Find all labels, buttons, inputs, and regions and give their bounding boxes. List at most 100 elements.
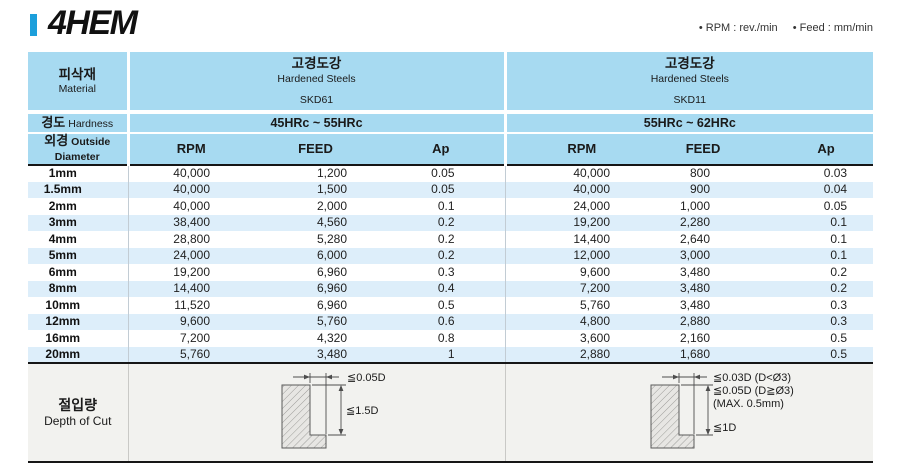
workpiece-step-shape xyxy=(650,384,695,449)
g2-rpm-cell: 4,800 xyxy=(505,313,628,331)
depth-of-cut-diagram-skd11: ≦0.03D (D<Ø3) ≦0.05D (D≧Ø3) (MAX. 0.5mm)… xyxy=(650,372,794,449)
g2-ap-cell: 0.3 xyxy=(749,313,874,331)
depth-of-cut-diagram-skd61: ≦0.05D ≦1.5D xyxy=(281,372,385,449)
g1-ap-header: Ap xyxy=(378,133,507,167)
g2-feed-cell: 2,160 xyxy=(680,330,711,345)
g1-feed-cell: 4,560 xyxy=(253,214,378,232)
g1-rpm-cell: 40,000 xyxy=(128,181,253,199)
g1-feed-cell: 6,960 xyxy=(316,264,347,279)
material-label-ko: 피삭재 xyxy=(58,66,96,82)
size-cell: 20mm xyxy=(28,346,129,364)
g2-ap-cell: 0.05 xyxy=(823,198,848,213)
table-row: 5mm 24,000 6,000 0.2 12,000 3,000 0.1 xyxy=(28,247,874,265)
g1-rpm-header: RPM xyxy=(128,133,253,167)
hardness-label-en: Hardness xyxy=(68,118,114,130)
g2-rpm-cell: 12,000 xyxy=(505,247,628,265)
material-label-en: Material xyxy=(58,83,96,96)
group1-steel-grade: SKD61 xyxy=(299,93,334,106)
table-row: 4mm 28,800 5,280 0.2 14,400 2,640 0.1 xyxy=(28,231,873,248)
size-cell: 10mm xyxy=(28,297,129,314)
g2-ap-cell: 0.2 xyxy=(830,264,848,279)
g1-feed-cell: 4,320 xyxy=(316,330,347,345)
g2-rpm-cell: 40,000 xyxy=(573,166,611,181)
g2-rpm-cell: 2,880 xyxy=(505,346,628,364)
g1-rpm-cell: 9,600 xyxy=(128,313,253,331)
g2-feed-cell: 1,680 xyxy=(627,346,750,364)
group2-steel-grade: SKD11 xyxy=(673,93,707,106)
g2-ap-cell: 0.04 xyxy=(749,181,874,199)
g2-ap-cell: 0.03 xyxy=(823,166,848,181)
table-row: 6mm 19,200 6,960 0.3 9,600 3,480 0.2 xyxy=(28,264,873,281)
group2-hardness-range: 55HRc ~ 62HRc xyxy=(505,112,874,135)
table-row: 2mm 40,000 2,000 0.1 24,000 1,000 0.05 xyxy=(28,198,873,215)
g2-feed-cell: 3,000 xyxy=(627,247,750,265)
g2-rpm-cell: 40,000 xyxy=(505,181,628,199)
g1-rpm-cell: 40,000 xyxy=(173,198,210,213)
g2-feed-header: FEED xyxy=(627,133,750,167)
g1-ap-cell: 0.2 xyxy=(378,247,506,265)
size-cell: 1mm xyxy=(28,165,129,182)
material-row-header: 피삭재 Material xyxy=(28,52,130,114)
title-accent-bar-icon xyxy=(30,14,37,36)
group1-material-en: Hardened Steels xyxy=(277,72,356,85)
g1-feed-header: FEED xyxy=(253,133,378,167)
size-cell: 8mm xyxy=(28,280,129,298)
g2-rpm-cell: 7,200 xyxy=(505,280,628,298)
radial-width-limit-small-label: ≦0.03D (D<Ø3) xyxy=(713,372,791,384)
depth-of-cut-row: 절입량 Depth of Cut xyxy=(28,362,874,464)
g2-rpm-cell: 9,600 xyxy=(580,264,611,279)
g1-rpm-cell: 14,400 xyxy=(128,280,253,298)
g1-rpm-cell: 11,520 xyxy=(174,297,210,312)
g1-feed-cell: 5,760 xyxy=(253,313,378,331)
column-header-row: 외경 Outside Diameter RPM FEED Ap RPM FEED … xyxy=(28,133,874,167)
size-cell: 5mm xyxy=(28,247,129,265)
g1-ap-cell: 0.4 xyxy=(378,280,506,298)
table-row: 1mm 40,000 1,200 0.05 40,000 800 0.03 xyxy=(28,165,873,182)
g1-ap-cell: 0.8 xyxy=(378,330,506,347)
size-cell: 2mm xyxy=(28,198,129,215)
depth-label-en: Depth of Cut xyxy=(44,413,112,428)
size-cell: 6mm xyxy=(28,264,129,281)
material-group-skd61: 고경도강 Hardened Steels SKD61 xyxy=(128,52,507,114)
g2-rpm-cell: 24,000 xyxy=(573,198,611,213)
size-cell: 12mm xyxy=(28,313,129,331)
g2-feed-cell: 3,480 xyxy=(680,297,711,312)
diameter-row-header: 외경 Outside Diameter xyxy=(28,133,130,167)
g2-feed-cell: 2,640 xyxy=(680,231,711,246)
axial-depth-limit-label: ≦1.5D xyxy=(346,405,379,417)
g1-ap-cell: 0.3 xyxy=(378,264,506,281)
g2-ap-cell: 0.1 xyxy=(749,214,874,232)
g1-feed-cell: 1,200 xyxy=(316,166,347,181)
radial-width-limit-large-label: ≦0.05D (D≧Ø3) xyxy=(713,385,794,397)
g1-feed-cell: 6,000 xyxy=(253,247,378,265)
g1-feed-cell: 6,960 xyxy=(253,280,378,298)
hardness-label-ko: 경도 xyxy=(41,115,66,130)
table-row: 12mm 9,600 5,760 0.6 4,800 2,880 0.3 xyxy=(28,313,874,331)
g2-feed-cell: 2,280 xyxy=(627,214,750,232)
size-cell: 4mm xyxy=(28,231,129,248)
depth-diagram-cell-skd11: ≦0.03D (D<Ø3) ≦0.05D (D≧Ø3) (MAX. 0.5mm)… xyxy=(505,362,874,464)
g2-rpm-cell: 5,760 xyxy=(580,297,611,312)
rpm-unit-note: • RPM : rev./min xyxy=(698,22,778,34)
table-row: 16mm 7,200 4,320 0.8 3,600 2,160 0.5 xyxy=(28,330,873,347)
feed-unit-note: • Feed : mm/min xyxy=(792,22,873,34)
size-cell: 16mm xyxy=(28,330,129,347)
g2-ap-cell: 0.3 xyxy=(830,297,848,312)
size-cell: 1.5mm xyxy=(28,181,129,199)
table-row: 20mm 5,760 3,480 1 2,880 1,680 0.5 xyxy=(28,346,874,364)
g1-feed-cell: 3,480 xyxy=(253,346,378,364)
g2-ap-cell: 0.1 xyxy=(830,231,848,246)
g1-rpm-cell: 19,200 xyxy=(173,264,210,279)
page-title: 4HEM xyxy=(48,4,138,42)
hardness-row-header: 경도 Hardness xyxy=(28,112,130,135)
g2-feed-cell: 800 xyxy=(690,166,711,181)
unit-notes: • RPM : rev./min • Feed : mm/min xyxy=(687,22,873,34)
g2-rpm-cell: 3,600 xyxy=(580,330,611,345)
table-row: 1.5mm 40,000 1,500 0.05 40,000 900 0.04 xyxy=(28,181,874,199)
diameter-label-ko: 외경 xyxy=(44,133,69,149)
g2-feed-cell: 3,480 xyxy=(680,264,711,279)
group2-material-ko: 고경도강 xyxy=(664,56,715,72)
axial-depth-limit-label: ≦1D xyxy=(713,422,736,434)
g1-rpm-cell: 7,200 xyxy=(179,330,210,345)
g2-feed-cell: 2,880 xyxy=(627,313,750,331)
